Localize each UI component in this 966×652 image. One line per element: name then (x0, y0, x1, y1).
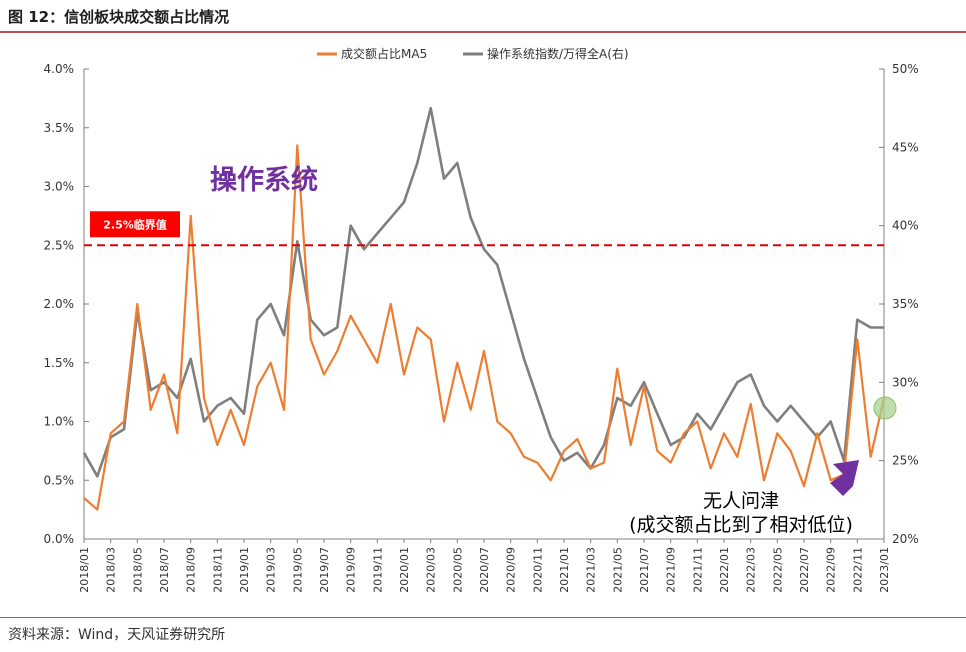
x-tick-label: 2019/09 (345, 547, 358, 593)
series-line-ratio (83, 144, 886, 511)
source-note: 资料来源：Wind，天风证券研究所 (8, 627, 226, 643)
x-tick-label: 2018/07 (158, 547, 171, 593)
legend-label-ratio: 成交额占比MA5 (341, 46, 427, 61)
x-tick-label: 2021/03 (585, 547, 598, 593)
x-tick-label: 2018/05 (131, 547, 144, 593)
threshold-layer: 2.5%临界值 (84, 211, 884, 247)
highlight-marker (873, 396, 897, 420)
legend-label-index: 操作系统指数/万得全A(右) (487, 46, 629, 61)
y-right-tick-label: 25% (892, 454, 919, 468)
y-left-tick-label: 0.0% (44, 532, 75, 546)
x-tick-label: 2020/09 (505, 547, 518, 593)
x-tick-label: 2021/11 (691, 547, 704, 593)
x-tick-label: 2020/03 (425, 547, 438, 593)
annotation-note-detail: (成交额占比到了相对低位) (629, 514, 853, 536)
y-left-tick-label: 2.0% (44, 297, 75, 311)
y-right-tick-label: 30% (892, 375, 919, 389)
series-layer (82, 106, 886, 511)
legend: 成交额占比MA5 操作系统指数/万得全A(右) (317, 46, 629, 61)
x-tick-label: 2019/03 (265, 547, 278, 593)
x-tick-label: 2018/01 (78, 547, 91, 593)
y-left-tick-label: 3.5% (44, 121, 75, 135)
x-tick-label: 2022/11 (851, 547, 864, 593)
x-tick-label: 2023/01 (878, 547, 891, 593)
series-line-index (82, 106, 884, 478)
x-tick-label: 2021/01 (558, 547, 571, 593)
annotation-note: 无人问津 (703, 490, 779, 512)
annotation-callout: 操作系统 (210, 164, 318, 196)
y-right-tick-label: 35% (892, 297, 919, 311)
y-left-tick-label: 1.5% (44, 356, 75, 370)
x-tick-label: 2021/09 (665, 547, 678, 593)
x-tick-label: 2022/03 (745, 547, 758, 593)
y-right-tick-label: 50% (892, 62, 919, 76)
y-left-tick-label: 3.0% (44, 180, 75, 194)
x-tick-label: 2018/09 (185, 547, 198, 593)
arrow-icon (830, 460, 859, 496)
chart: 成交额占比MA5 操作系统指数/万得全A(右) 0.0% 0.5% 1.0% 1.5% 2… (44, 46, 919, 593)
x-tick-label: 2019/05 (291, 547, 304, 593)
x-tick-label: 2022/05 (771, 547, 784, 593)
x-tick-label: 2022/07 (798, 547, 811, 593)
x-tick-label: 2021/05 (611, 547, 624, 593)
x-tick-label: 2018/11 (211, 547, 224, 593)
x-tick-label: 2020/01 (398, 547, 411, 593)
y-right-tick-label: 20% (892, 532, 919, 546)
x-tick-label: 2022/09 (825, 547, 838, 593)
y-left-tick-label: 0.5% (44, 473, 75, 487)
x-tick-label: 2020/07 (478, 547, 491, 593)
x-tick-label: 2021/07 (638, 547, 651, 593)
top-rule (0, 31, 966, 33)
bottom-rule (0, 617, 966, 618)
threshold-label: 2.5%临界值 (103, 217, 167, 231)
x-tick-label: 2019/11 (371, 547, 384, 593)
x-tick-label: 2020/11 (531, 547, 544, 593)
y-left-tick-label: 4.0% (44, 62, 75, 76)
threshold-label-box (90, 211, 180, 238)
axes: 0.0%0.5%1.0%1.5%2.0%2.5%3.0%3.5%4.0%20%2… (44, 62, 919, 593)
y-left-tick-label: 1.0% (44, 415, 75, 429)
y-right-tick-label: 45% (892, 140, 919, 154)
x-tick-label: 2019/07 (318, 547, 331, 593)
x-tick-label: 2022/01 (718, 547, 731, 593)
y-right-tick-label: 40% (892, 219, 919, 233)
x-tick-label: 2020/05 (451, 547, 464, 593)
y-left-tick-label: 2.5% (44, 238, 75, 252)
x-tick-label: 2018/03 (105, 547, 118, 593)
x-tick-label: 2019/01 (238, 547, 251, 593)
figure-title: 图 12：信创板块成交额占比情况 (8, 8, 230, 26)
